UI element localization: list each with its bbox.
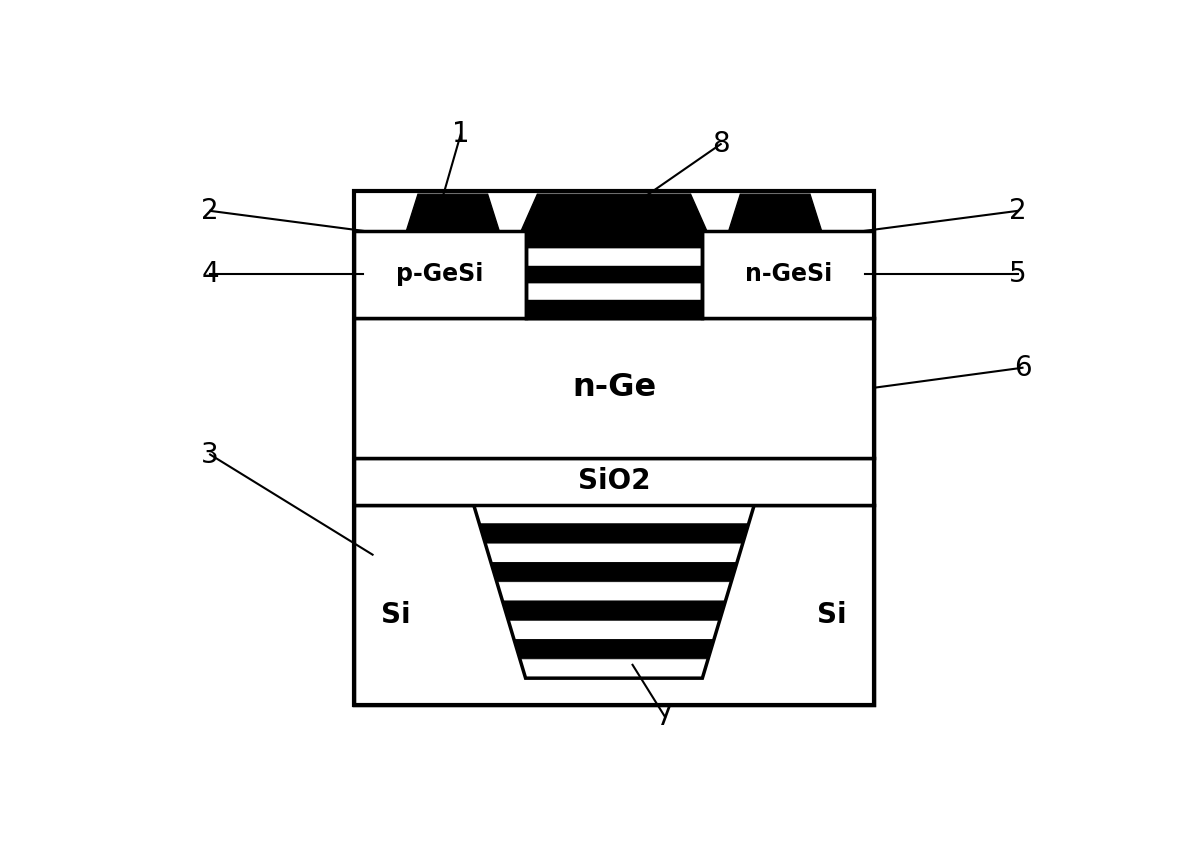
Polygon shape [497, 582, 731, 601]
Polygon shape [521, 194, 707, 231]
Text: 1: 1 [452, 121, 470, 148]
Bar [526, 283, 702, 300]
Bar [355, 458, 875, 505]
Text: n-Ge: n-Ge [571, 372, 657, 403]
Polygon shape [520, 659, 708, 678]
Text: 6: 6 [1014, 354, 1031, 381]
Polygon shape [491, 563, 737, 582]
Bar [526, 265, 702, 283]
Polygon shape [473, 505, 755, 524]
Polygon shape [508, 620, 720, 640]
Text: 5: 5 [1009, 260, 1027, 288]
Bar [526, 248, 702, 265]
Text: 4: 4 [201, 260, 219, 288]
Text: 8: 8 [712, 130, 730, 158]
Text: n-GeSi: n-GeSi [744, 263, 831, 286]
Text: Si: Si [381, 601, 411, 629]
Polygon shape [728, 194, 822, 231]
Text: 2: 2 [1009, 197, 1027, 225]
Bar [526, 231, 702, 317]
Polygon shape [502, 601, 726, 620]
Bar [355, 317, 875, 458]
Text: Si: Si [817, 601, 847, 629]
Bar [526, 300, 702, 317]
Bar [355, 505, 875, 705]
Text: 7: 7 [657, 703, 673, 731]
Text: 3: 3 [201, 440, 219, 468]
Text: 2: 2 [201, 197, 219, 225]
Text: SiO2: SiO2 [577, 467, 651, 495]
Text: p-GeSi: p-GeSi [397, 263, 484, 286]
Polygon shape [485, 543, 743, 563]
Bar [526, 231, 702, 248]
Polygon shape [514, 640, 714, 659]
Polygon shape [479, 524, 749, 543]
Polygon shape [406, 194, 500, 231]
Bar [355, 191, 875, 705]
Bar [355, 231, 875, 317]
